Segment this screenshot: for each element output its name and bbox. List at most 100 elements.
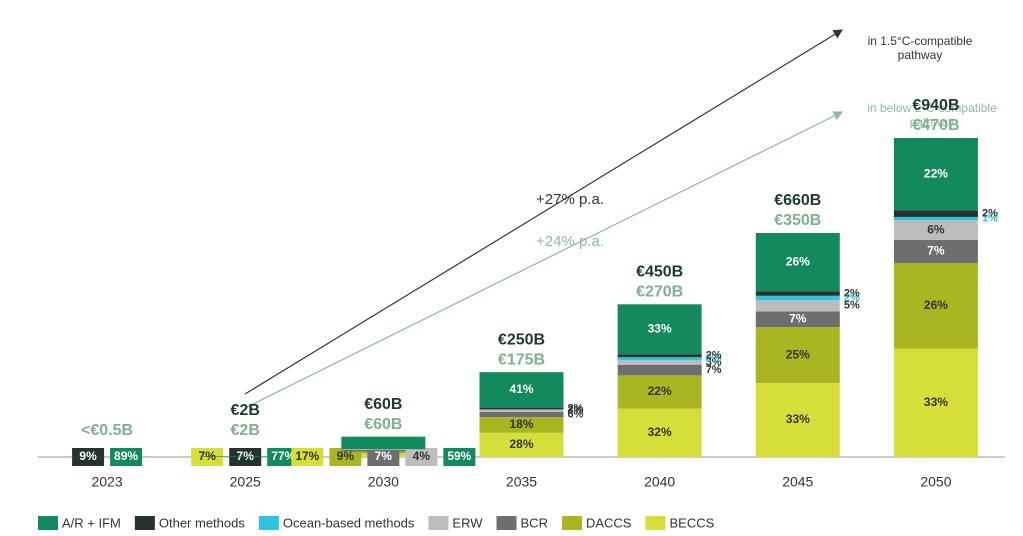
label-box [367,448,400,466]
data-label: 2% [844,287,860,299]
arrow [244,29,844,395]
data-label: 6% [927,222,945,236]
total-label: €2B [231,422,260,439]
bar-segment [617,360,702,365]
legend-swatch [496,516,517,530]
bar-segment [755,295,840,301]
data-label: 1% [982,212,998,224]
label-box [329,448,362,466]
total-label: €660B [774,192,821,209]
data-label: 5% [844,300,860,312]
legend-label: Other methods [159,515,245,530]
legend-swatch [645,516,666,530]
bar-segment [893,262,978,349]
annotation: +24% p.a. [536,233,604,250]
legend-label: A/R + IFM [62,515,121,530]
data-label: 25% [786,347,810,361]
data-label: 89% [114,449,138,463]
bar-segment [479,409,564,412]
label-box [443,448,476,466]
bar-segment [617,408,702,457]
data-label: 59% [447,449,471,463]
legend-swatch [561,516,582,530]
data-label: 77% [271,449,295,463]
data-label: 22% [924,166,948,180]
data-label: 3% [706,356,722,368]
bar-segment [893,216,978,221]
bar-segment [617,375,702,409]
x-tick-label: 2045 [782,474,813,490]
data-label: 32% [648,425,672,439]
total-label: €450B [636,264,683,281]
data-label: 17% [295,449,319,463]
data-label: 18% [509,417,533,431]
legend-swatch [258,516,279,530]
bar-segment [893,138,978,211]
x-tick-label: 2025 [230,474,261,490]
total-label: €470B [912,117,959,134]
data-label: 41% [509,382,533,396]
bar-segment [755,291,840,296]
annotation: in below 2°C-compatible pathway [867,101,997,129]
bar-segment [479,417,564,433]
bar-segment [479,372,564,408]
bar-segment [479,407,564,410]
label-box [229,448,262,466]
annotation: +27% p.a. [536,191,604,208]
data-label: 4% [413,449,431,463]
bar-segment [755,327,840,384]
data-label: 28% [509,437,533,451]
data-label: 7% [927,244,945,258]
bar-segment [617,364,702,376]
data-label: 7% [237,449,255,463]
legend-label: Ocean-based methods [283,515,415,530]
bar-segment [479,432,564,457]
bar-segment [755,233,840,292]
data-label: 2% [568,402,584,414]
arrow [244,111,844,409]
bar-segment [893,239,978,263]
data-label: 2% [706,353,722,365]
total-label: €60B [364,396,402,413]
bar-segment [479,411,564,418]
annotation-box: in below 2°C-compatible pathway [867,101,997,129]
bar-segment [341,436,426,450]
total-label: €270B [636,284,683,301]
legend-label: ERW [452,515,483,530]
legend-swatch [38,516,58,530]
x-tick-label: 2050 [920,474,951,490]
data-label: 2% [844,292,860,304]
legend-swatch [428,516,449,530]
annotation: in 1.5°C-compatible pathway [867,34,973,62]
data-label: 33% [786,412,810,426]
bar-segment [617,304,702,355]
data-label: 6% [568,408,584,420]
bar-segment [755,300,840,312]
label-box [267,448,300,466]
data-label: 33% [924,395,948,409]
data-label: 7% [789,311,807,325]
bar-segment [893,348,978,457]
total-label: €250B [498,331,545,348]
data-label: 9% [79,449,97,463]
data-label: 2% [982,208,998,220]
data-label: 26% [786,254,810,268]
legend-label: BECCS [669,515,714,530]
annotation-box: in 1.5°C-compatible pathway [867,34,973,62]
data-label: 22% [648,384,672,398]
total-label: €350B [774,212,821,229]
total-label: €940B [912,97,959,114]
bar-segment [893,220,978,240]
bar-segment [203,456,288,457]
label-box [72,448,105,466]
data-label: 7% [375,449,393,463]
data-label: 26% [924,298,948,312]
data-label: 2% [706,350,722,362]
bar-segment [893,210,978,217]
data-label: 9% [337,449,355,463]
data-label: 7% [706,364,722,376]
bar-segment [755,383,840,457]
data-label: 33% [648,321,672,335]
total-label: <€0.5B [81,422,133,439]
bar-segment [617,354,702,358]
